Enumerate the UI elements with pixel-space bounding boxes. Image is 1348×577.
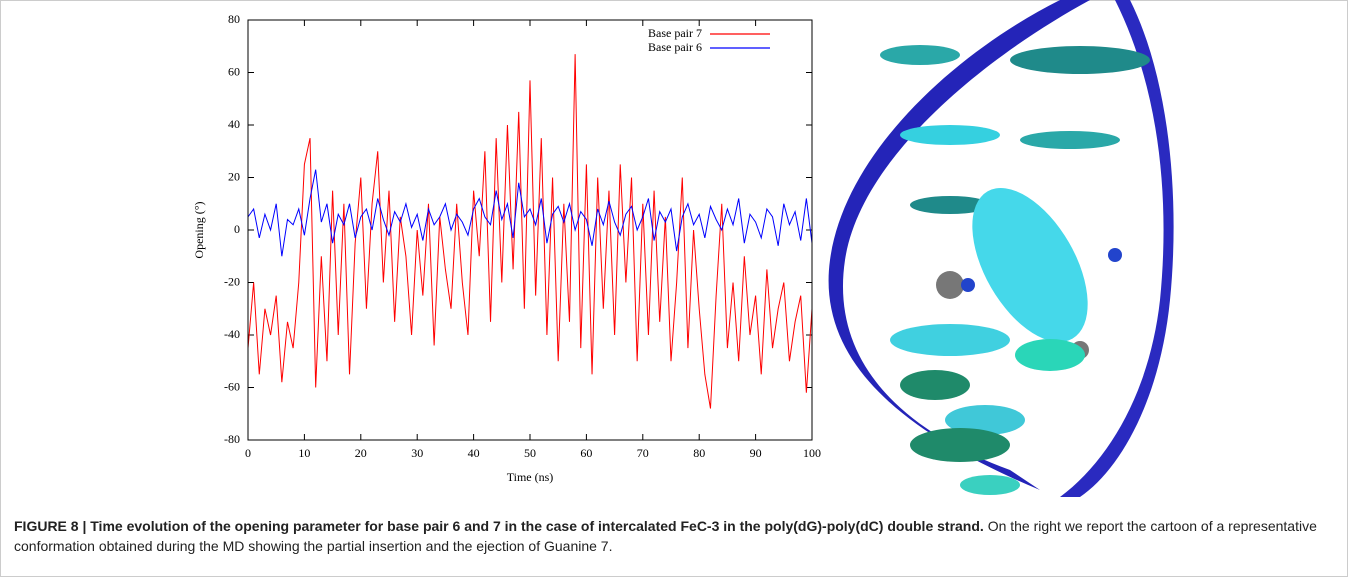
- base: [960, 475, 1020, 495]
- series-line: [247, 169, 813, 257]
- molecule-cartoon: [828, 0, 1174, 497]
- base: [880, 45, 960, 65]
- base: [945, 405, 1025, 435]
- base: [890, 324, 1010, 356]
- intercalator-plane: [972, 188, 1088, 342]
- base: [910, 428, 1010, 462]
- base: [1010, 46, 1150, 74]
- y-tick-label: -40: [224, 327, 240, 341]
- atom: [961, 278, 975, 292]
- caption-label: FIGURE 8 | Time evolution of the opening…: [14, 518, 984, 534]
- x-tick-label: 50: [524, 446, 536, 460]
- x-tick-label: 40: [468, 446, 480, 460]
- base: [910, 196, 990, 214]
- x-tick-label: 20: [355, 446, 367, 460]
- x-tick-label: 30: [411, 446, 423, 460]
- atom: [936, 271, 964, 299]
- y-tick-label: -60: [224, 379, 240, 393]
- caption: FIGURE 8 | Time evolution of the opening…: [14, 516, 1334, 556]
- base: [900, 370, 970, 400]
- atom: [1108, 248, 1122, 262]
- legend-label: Base pair 7: [648, 26, 702, 40]
- y-axis-title: Opening (°): [192, 201, 206, 258]
- caption-text: On the right we report the cartoon of a …: [14, 518, 1317, 554]
- dna-strand: [1060, 0, 1174, 497]
- base: [900, 125, 1000, 145]
- x-tick-label: 10: [298, 446, 310, 460]
- chart: Opening (°) Time (ns) -80 -60 -40 -20 0 20 40 6…: [192, 12, 821, 484]
- x-tick-label: 70: [637, 446, 649, 460]
- y-tick-label: 0: [234, 222, 240, 236]
- legend-label: Base pair 6: [648, 40, 702, 54]
- x-axis-title: Time (ns): [507, 470, 554, 484]
- y-tick-label: -80: [224, 432, 240, 446]
- y-tick-label: 20: [228, 169, 240, 183]
- y-tick-label: 80: [228, 12, 240, 26]
- x-tick-label: 80: [693, 446, 705, 460]
- base: [1015, 339, 1085, 371]
- plot-frame: [247, 19, 813, 441]
- y-tick-label: 60: [228, 64, 240, 78]
- x-tick-label: 100: [803, 446, 821, 460]
- x-tick-label: 60: [580, 446, 592, 460]
- y-tick-label: -20: [224, 274, 240, 288]
- y-tick-label: 40: [228, 117, 240, 131]
- base: [1020, 131, 1120, 149]
- x-tick-label: 0: [245, 446, 251, 460]
- x-tick-label: 90: [750, 446, 762, 460]
- series-line: [247, 54, 813, 409]
